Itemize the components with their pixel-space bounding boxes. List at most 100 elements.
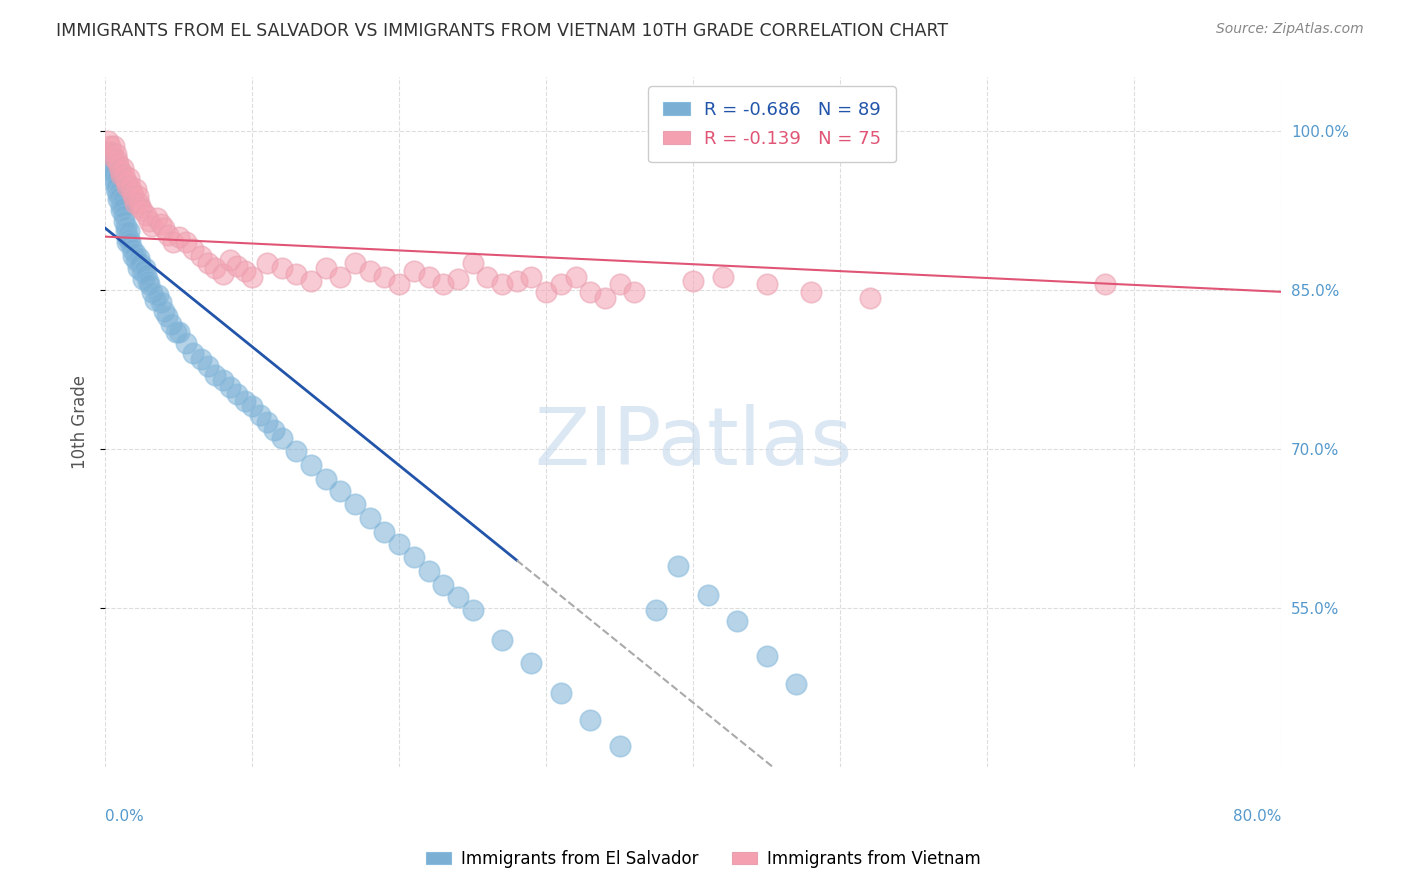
Point — [623, 285, 645, 299]
Point — [219, 252, 242, 267]
Point — [447, 591, 470, 605]
Text: 80.0%: 80.0% — [1233, 809, 1281, 823]
Point — [104, 182, 127, 196]
Point — [117, 235, 139, 249]
Point — [520, 657, 543, 671]
Point — [432, 277, 454, 292]
Point — [197, 256, 219, 270]
Point — [183, 346, 205, 360]
Point — [156, 310, 179, 324]
Point — [107, 157, 129, 171]
Point — [285, 267, 308, 281]
Point — [150, 217, 173, 231]
Point — [204, 261, 226, 276]
Point — [668, 558, 690, 573]
Text: IMMIGRANTS FROM EL SALVADOR VS IMMIGRANTS FROM VIETNAM 10TH GRADE CORRELATION CH: IMMIGRANTS FROM EL SALVADOR VS IMMIGRANT… — [56, 22, 949, 40]
Point — [418, 269, 440, 284]
Point — [121, 243, 143, 257]
Point — [162, 235, 184, 249]
Point — [112, 213, 135, 227]
Point — [609, 739, 631, 753]
Point — [461, 256, 484, 270]
Point — [127, 189, 149, 203]
Point — [125, 182, 148, 196]
Point — [682, 274, 704, 288]
Point — [755, 648, 778, 663]
Point — [477, 269, 499, 284]
Point — [112, 168, 135, 182]
Point — [111, 161, 134, 175]
Point — [534, 285, 557, 299]
Point — [270, 261, 292, 276]
Point — [256, 415, 278, 429]
Point — [418, 564, 440, 578]
Point — [329, 484, 352, 499]
Point — [402, 263, 425, 277]
Point — [299, 458, 322, 472]
Text: ZIPatlas: ZIPatlas — [534, 404, 852, 482]
Point — [388, 537, 411, 551]
Point — [190, 249, 212, 263]
Point — [98, 150, 121, 164]
Point — [579, 285, 602, 299]
Point — [135, 208, 157, 222]
Point — [249, 408, 271, 422]
Point — [256, 256, 278, 270]
Point — [785, 677, 807, 691]
Point — [138, 277, 160, 292]
Point — [136, 274, 159, 288]
Point — [211, 267, 233, 281]
Point — [329, 269, 352, 284]
Point — [315, 472, 337, 486]
Point — [564, 269, 586, 284]
Point — [146, 288, 169, 302]
Point — [725, 614, 748, 628]
Point — [118, 171, 141, 186]
Point — [240, 400, 263, 414]
Point — [315, 261, 337, 276]
Point — [105, 153, 128, 168]
Point — [120, 178, 142, 193]
Point — [145, 211, 167, 225]
Point — [167, 325, 190, 339]
Point — [858, 291, 880, 305]
Point — [388, 277, 411, 292]
Legend: R = -0.686   N = 89, R = -0.139   N = 75: R = -0.686 N = 89, R = -0.139 N = 75 — [648, 87, 896, 162]
Point — [150, 295, 173, 310]
Point — [105, 171, 128, 186]
Point — [121, 185, 143, 199]
Point — [141, 285, 163, 299]
Point — [104, 146, 127, 161]
Point — [134, 261, 156, 276]
Text: 0.0%: 0.0% — [105, 809, 143, 823]
Point — [100, 161, 122, 175]
Point — [103, 139, 125, 153]
Point — [190, 351, 212, 366]
Point — [373, 524, 395, 539]
Point — [204, 368, 226, 382]
Point — [165, 325, 187, 339]
Point — [124, 245, 146, 260]
Point — [107, 193, 129, 207]
Point — [359, 263, 381, 277]
Point — [153, 304, 176, 318]
Point — [696, 588, 718, 602]
Point — [101, 166, 124, 180]
Point — [101, 150, 124, 164]
Point — [101, 171, 124, 186]
Point — [197, 359, 219, 373]
Point — [491, 277, 513, 292]
Point — [711, 269, 734, 284]
Point — [344, 256, 367, 270]
Point — [110, 198, 132, 212]
Point — [520, 269, 543, 284]
Point — [211, 373, 233, 387]
Point — [114, 174, 136, 188]
Text: Source: ZipAtlas.com: Source: ZipAtlas.com — [1216, 22, 1364, 37]
Point — [100, 145, 122, 159]
Point — [550, 277, 572, 292]
Point — [103, 155, 125, 169]
Point — [108, 189, 131, 203]
Point — [800, 285, 823, 299]
Point — [402, 550, 425, 565]
